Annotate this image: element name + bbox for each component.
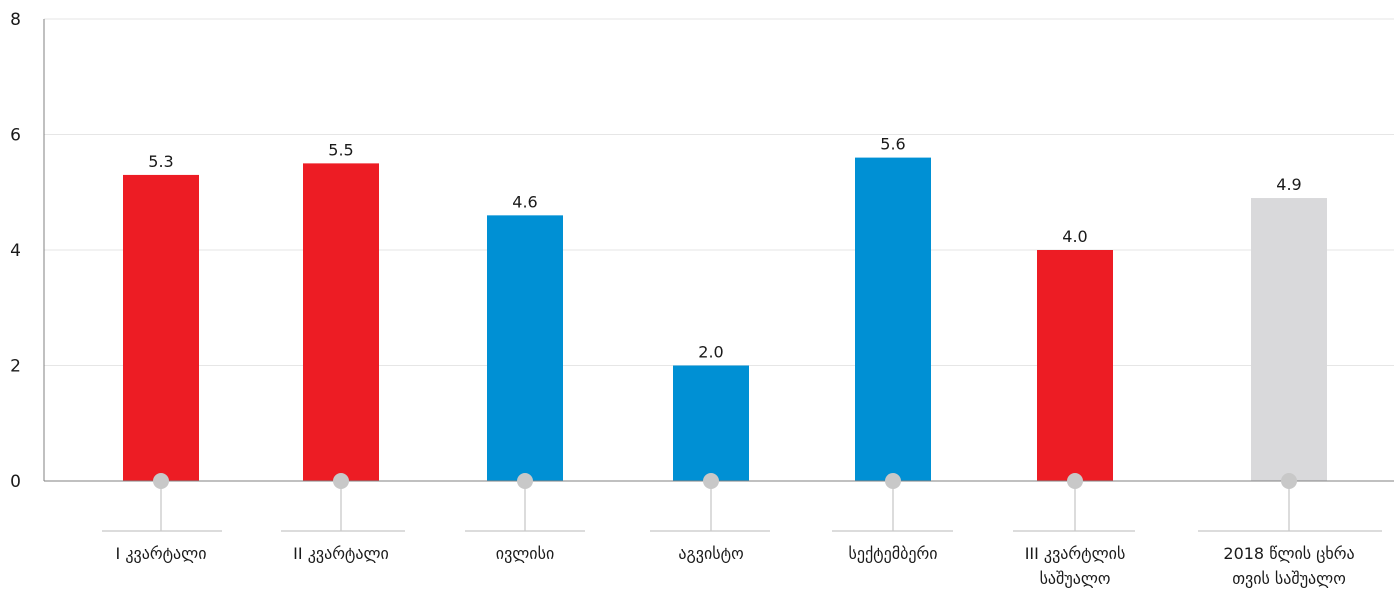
y-tick-label: 8 <box>10 10 21 30</box>
y-tick-label: 4 <box>10 241 21 261</box>
value-label: 4.9 <box>1276 175 1301 194</box>
category-label: საშუალო <box>1040 569 1111 588</box>
bar <box>673 365 749 481</box>
bar <box>123 174 199 482</box>
category-marker-dot <box>333 473 349 489</box>
category-label: სექტემბერი <box>848 544 937 563</box>
category-marker-dot <box>153 473 169 489</box>
bar <box>1037 250 1113 481</box>
y-tick-label: 0 <box>10 472 21 492</box>
category-connectors <box>102 473 1382 532</box>
gridlines <box>44 18 1394 366</box>
category-label: 2018 წლის ცხრა <box>1223 544 1354 563</box>
category-marker-dot <box>703 473 719 489</box>
category-labels: I კვარტალი II კვარტალი ივლისი აგვისტო სექტემ… <box>116 544 1355 588</box>
bars <box>123 157 1327 482</box>
bar <box>303 163 379 481</box>
y-tick-label: 6 <box>10 126 21 146</box>
bar <box>487 215 563 481</box>
y-tick-label: 2 <box>10 357 21 377</box>
value-label: 4.0 <box>1062 227 1087 246</box>
value-label: 4.6 <box>512 192 537 211</box>
category-label: II კვარტალი <box>293 544 389 563</box>
category-label: I კვარტალი <box>116 544 207 563</box>
value-label: 2.0 <box>698 343 723 362</box>
category-marker-dot <box>1067 473 1083 489</box>
bar <box>855 157 931 481</box>
value-label: 5.6 <box>880 135 905 154</box>
value-label: 5.5 <box>328 140 353 159</box>
category-marker-dot <box>1281 473 1297 489</box>
category-label: აგვისტო <box>678 544 743 563</box>
value-labels: 5.3 5.5 4.6 2.0 5.6 4.0 4.9 <box>148 135 1301 362</box>
category-label: ივლისი <box>496 544 554 563</box>
category-label: III კვარტლის <box>1025 544 1126 563</box>
y-axis-tick-labels: 0 2 4 6 8 <box>10 10 21 492</box>
value-label: 5.3 <box>148 152 173 171</box>
category-marker-dot <box>517 473 533 489</box>
category-marker-dot <box>885 473 901 489</box>
bar <box>1251 198 1327 481</box>
category-label: თვის საშუალო <box>1232 569 1346 588</box>
